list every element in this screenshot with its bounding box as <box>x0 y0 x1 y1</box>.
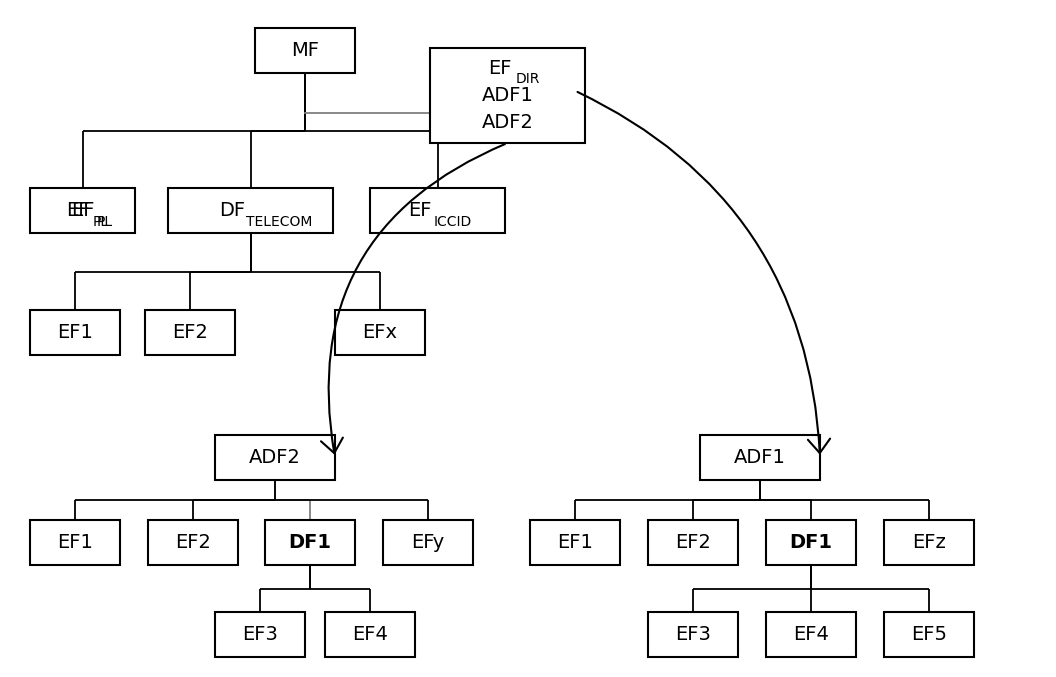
FancyArrowPatch shape <box>321 144 505 453</box>
Text: EF1: EF1 <box>57 533 93 552</box>
Text: MF: MF <box>291 41 319 60</box>
Bar <box>430 48 585 143</box>
Text: EF: EF <box>65 201 90 220</box>
Bar <box>884 520 974 565</box>
Bar <box>148 520 238 565</box>
Bar <box>168 188 333 233</box>
Bar <box>265 520 355 565</box>
Text: ADF2: ADF2 <box>482 112 533 131</box>
Text: EF4: EF4 <box>352 625 388 644</box>
Bar <box>700 435 821 480</box>
Text: PL: PL <box>93 215 109 229</box>
Text: EF2: EF2 <box>175 533 211 552</box>
Text: EF3: EF3 <box>675 625 711 644</box>
Bar <box>215 435 335 480</box>
Bar <box>383 520 473 565</box>
Text: DIR: DIR <box>515 72 540 86</box>
Text: EF1: EF1 <box>558 533 592 552</box>
Bar <box>335 310 425 355</box>
Bar <box>648 520 738 565</box>
Text: ICCID: ICCID <box>434 215 472 229</box>
Text: EFy: EFy <box>412 533 445 552</box>
Bar <box>530 520 620 565</box>
Text: DF1: DF1 <box>288 533 332 552</box>
Text: ADF1: ADF1 <box>734 448 786 467</box>
Text: EF2: EF2 <box>675 533 711 552</box>
Text: EF1: EF1 <box>57 323 93 342</box>
Text: EF2: EF2 <box>172 323 208 342</box>
Text: ADF1: ADF1 <box>482 86 533 105</box>
Text: EF5: EF5 <box>911 625 947 644</box>
Bar <box>370 188 505 233</box>
Text: PL: PL <box>96 215 113 230</box>
Bar <box>145 310 235 355</box>
Text: EFx: EFx <box>362 323 397 342</box>
Bar <box>766 612 856 657</box>
Text: ADF2: ADF2 <box>249 448 301 467</box>
Bar <box>215 612 305 657</box>
Text: DF: DF <box>220 201 246 220</box>
FancyArrowPatch shape <box>578 92 830 453</box>
Text: EFz: EFz <box>912 533 946 552</box>
Bar <box>325 612 415 657</box>
Bar <box>254 28 355 73</box>
Bar <box>648 612 738 657</box>
Text: EF: EF <box>488 60 511 79</box>
Bar <box>30 310 120 355</box>
Bar <box>30 188 135 233</box>
Bar <box>884 612 974 657</box>
Text: DF1: DF1 <box>790 533 832 552</box>
Text: EF3: EF3 <box>242 625 278 644</box>
Text: TELECOM: TELECOM <box>246 215 313 229</box>
Text: EF: EF <box>408 201 431 220</box>
Bar <box>766 520 856 565</box>
Text: EF4: EF4 <box>793 625 829 644</box>
Text: EF: EF <box>71 201 94 220</box>
Bar <box>30 520 120 565</box>
